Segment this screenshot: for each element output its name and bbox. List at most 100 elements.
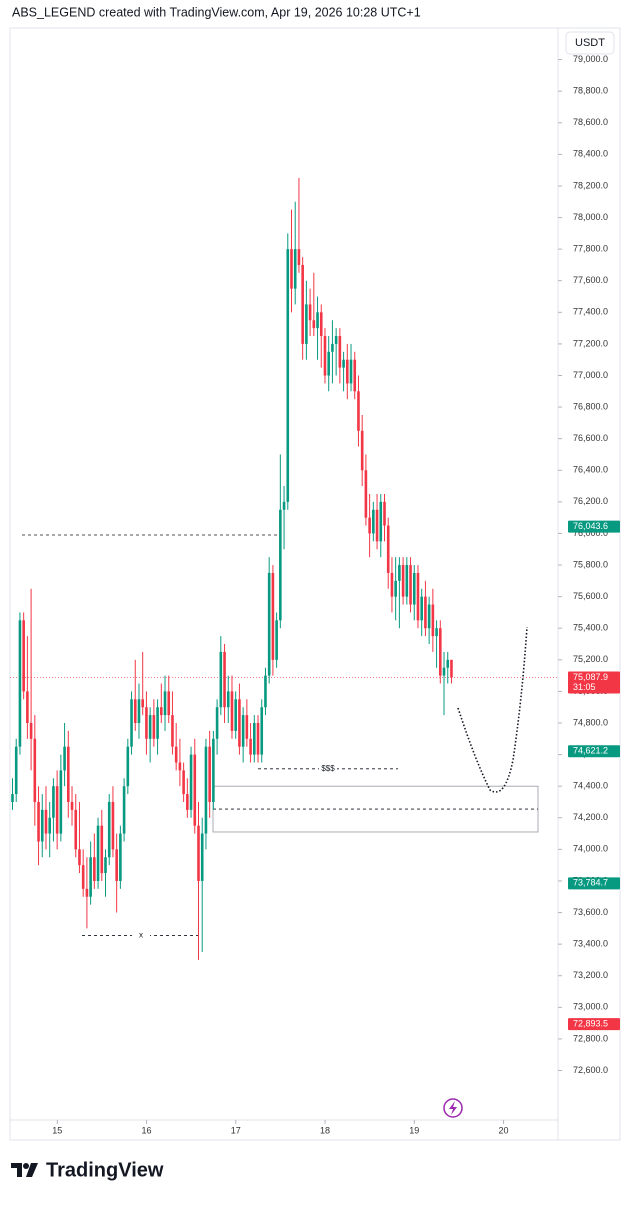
candle-body [286, 249, 290, 502]
price-label: 74,621.2 [573, 746, 608, 756]
candle-body [267, 572, 271, 676]
candle-body [215, 707, 219, 739]
candle-body [160, 707, 163, 716]
candle-body [52, 786, 55, 818]
candle-body [59, 770, 63, 834]
y-tick-label: 76,000.0 [573, 528, 608, 538]
candle-body [156, 707, 159, 739]
candle-body [386, 525, 390, 573]
candle-body [197, 825, 200, 881]
candle-body [167, 691, 171, 716]
candle-body [364, 470, 368, 518]
candle-body [264, 675, 267, 708]
candle-body [401, 565, 405, 597]
candle-body [353, 359, 357, 392]
candle-body [375, 509, 379, 542]
price-label: 76,043.6 [573, 521, 608, 531]
candle-body [96, 825, 100, 881]
candle-body [11, 794, 14, 802]
lightning-bolt [449, 1101, 457, 1115]
candle-body [230, 691, 234, 731]
candle-body [379, 501, 383, 542]
candle-body [14, 746, 18, 795]
candle-body [435, 628, 438, 637]
y-tick-label: 78,000.0 [573, 212, 608, 222]
candle-body [85, 888, 89, 897]
candle-body [323, 336, 327, 376]
candle-body [238, 699, 241, 747]
currency-button[interactable] [565, 31, 615, 55]
candle-body [360, 430, 364, 471]
candle-body [74, 809, 78, 850]
candle-body [349, 359, 353, 384]
candle-body [424, 596, 427, 629]
candle-body [137, 699, 141, 723]
candle-body [104, 857, 107, 874]
candle-body [372, 509, 375, 534]
y-tick-label: 74,000.0 [573, 844, 608, 854]
candle-body [186, 794, 189, 810]
candle-body [18, 620, 22, 747]
price-label-bg [568, 877, 620, 890]
candle-body [100, 825, 104, 874]
candle-body [29, 723, 33, 739]
x-tick-label: 16 [142, 1125, 152, 1135]
y-tick-label: 72,600.0 [573, 1065, 608, 1075]
y-tick-label: 74,200.0 [573, 812, 608, 822]
candle-body [182, 770, 185, 795]
y-tick-label: 75,800.0 [573, 559, 608, 569]
candle-body [212, 738, 215, 802]
candle-body [331, 343, 334, 352]
candle-body [249, 738, 252, 755]
level-label-bg [132, 930, 150, 941]
level-label-bg [319, 763, 337, 774]
candle-body [119, 833, 122, 881]
candle-body [234, 699, 237, 731]
price-label-bg [568, 1018, 620, 1031]
candle-body [394, 580, 397, 597]
candle-body [152, 715, 156, 739]
candle-body [439, 628, 442, 676]
y-tick-label: 76,200.0 [573, 496, 608, 506]
candle-body [308, 304, 312, 321]
candle-body [442, 667, 446, 676]
candle-body [200, 833, 204, 881]
x-tick-label: 20 [499, 1125, 509, 1135]
candle-body [115, 849, 118, 881]
candle-body [398, 565, 401, 581]
logo-dot [23, 1163, 29, 1169]
candle-body [107, 801, 111, 858]
candle-body [226, 691, 230, 708]
logo-mark [11, 1163, 22, 1177]
candle-body [33, 738, 37, 802]
y-tick-label: 78,600.0 [573, 117, 608, 127]
candle-body [171, 715, 174, 747]
candle-body [145, 707, 148, 739]
price-label-bg [568, 671, 620, 694]
y-tick-label: 74,800.0 [573, 717, 608, 727]
y-tick-label: 73,200.0 [573, 970, 608, 980]
candle-body [416, 572, 420, 621]
candle-body [420, 596, 423, 621]
candle-body [427, 604, 431, 629]
candle-body [141, 699, 144, 708]
y-tick-label: 78,200.0 [573, 180, 608, 190]
candle-body [78, 849, 81, 866]
candle-body [204, 746, 208, 834]
candle-body [256, 723, 260, 755]
candle-body [357, 391, 360, 431]
candle-body [260, 707, 264, 755]
candle-body [219, 651, 223, 708]
candle-body [409, 565, 412, 605]
price-label: 73,784.7 [573, 878, 608, 888]
candle-body [327, 351, 330, 376]
candle-body [253, 723, 256, 755]
candle-body [412, 572, 416, 605]
candle-body [111, 801, 115, 850]
candle-body [55, 786, 59, 834]
candle-body [89, 857, 92, 897]
candle-body [93, 857, 96, 881]
candle-body [405, 565, 409, 597]
candle-body [174, 746, 178, 763]
